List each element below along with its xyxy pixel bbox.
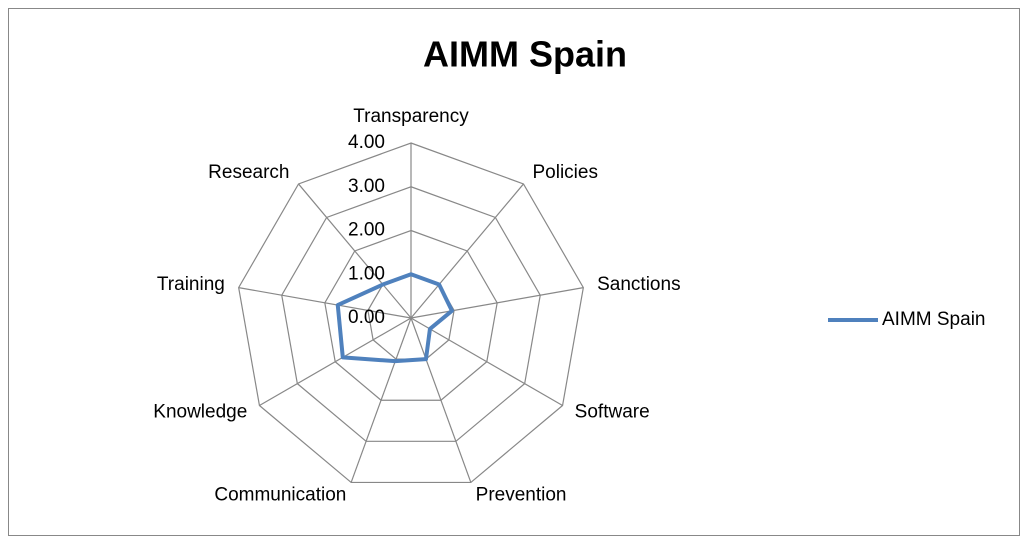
legend-label: AIMM Spain [882, 309, 985, 330]
axis-spoke [259, 317, 412, 407]
grid-ring [281, 186, 541, 442]
category-label: Policies [532, 162, 597, 183]
tick-label: 3.00 [348, 176, 385, 197]
axis-spoke [410, 317, 472, 483]
grid-ring [238, 142, 584, 484]
category-label: Software [575, 402, 650, 423]
category-label: Communication [214, 485, 346, 506]
category-label: Knowledge [153, 402, 247, 423]
tick-label: 2.00 [348, 220, 385, 241]
chart-title: AIMM Spain [423, 34, 627, 75]
category-label: Prevention [476, 485, 567, 506]
axis-spoke [410, 183, 524, 319]
category-label: Training [157, 274, 225, 295]
axis-spoke [410, 317, 563, 407]
chart-border [8, 8, 1020, 536]
axis-spoke [298, 183, 412, 319]
axis-spoke [410, 287, 584, 319]
axis-spoke [238, 287, 412, 319]
category-label: Sanctions [597, 274, 680, 295]
category-label: Research [208, 162, 289, 183]
tick-label: 1.00 [348, 263, 385, 284]
axis-spoke [350, 317, 412, 483]
series-line [335, 272, 454, 364]
tick-label: 4.00 [348, 132, 385, 153]
grid-ring [324, 229, 498, 401]
tick-label: 0.00 [348, 307, 385, 328]
category-label: Transparency [353, 106, 469, 127]
